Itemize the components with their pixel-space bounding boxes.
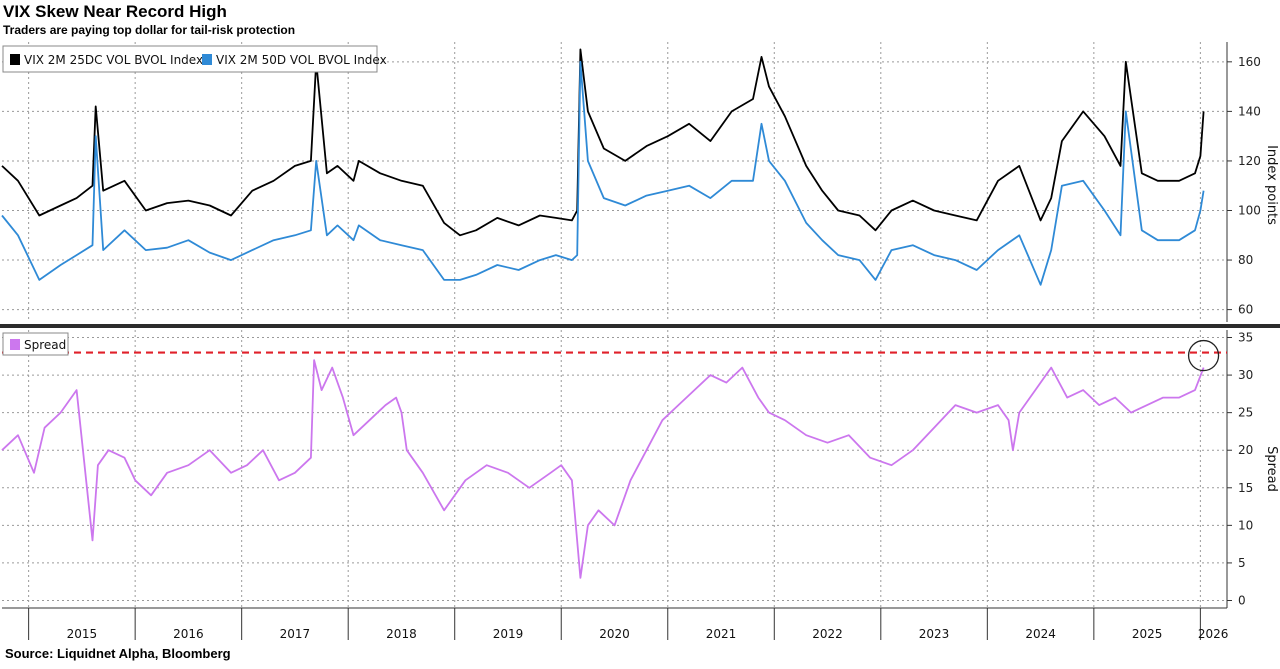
series-line-top-panel-0: [1, 48, 1205, 237]
x-tick-label-2024: 2024: [1025, 627, 1056, 641]
x-tick-label-2023: 2023: [919, 627, 950, 641]
legend-label-50d: VIX 2M 50D VOL BVOL Index: [216, 53, 387, 67]
legend-swatch-spread: [10, 339, 20, 350]
top-legend-box: [2, 45, 378, 73]
legend-label-spread: Spread: [24, 338, 66, 352]
chart-title: VIX Skew Near Record High: [3, 2, 227, 21]
x-tick-label-2021: 2021: [706, 627, 737, 641]
x-tick-label-2016: 2016: [173, 627, 204, 641]
chart-subtitle: Traders are paying top dollar for tail-r…: [3, 23, 296, 37]
x-tick-label-2020: 2020: [599, 627, 630, 641]
y-tick-label-15: 15: [1238, 481, 1253, 495]
y-tick-label-60: 60: [1238, 303, 1253, 317]
y-tick-label-160: 160: [1238, 55, 1261, 69]
y-tick-label-5: 5: [1238, 556, 1246, 570]
x-tick-label-2018: 2018: [386, 627, 417, 641]
bottom-legend: Spread: [2, 332, 69, 356]
y-tick-label-120: 120: [1238, 154, 1261, 168]
y-tick-label-25: 25: [1238, 406, 1253, 420]
x-tick-label-2025: 2025: [1132, 627, 1163, 641]
source-note: Source: Liquidnet Alpha, Bloomberg: [5, 646, 231, 661]
legend-swatch-blue: [202, 54, 212, 65]
series-line-bottom-panel-0: [1, 359, 1205, 579]
x-tick-label-2015: 2015: [67, 627, 98, 641]
y-tick-label-0: 0: [1238, 593, 1246, 607]
x-tick-label-2022: 2022: [812, 627, 843, 641]
y-tick-label-30: 30: [1238, 368, 1253, 382]
series-line-top-panel-1: [1, 60, 1205, 286]
highlight-circle: [1187, 339, 1220, 372]
bottom-y-axis-label: Spread: [1264, 446, 1279, 492]
legend-swatch-black: [10, 54, 20, 65]
x-tick-label-2017: 2017: [280, 627, 311, 641]
panel-separator: [0, 324, 1280, 328]
x-tick-label-2026: 2026: [1198, 627, 1229, 641]
top-legend: VIX 2M 25DC VOL BVOL Index VIX 2M 50D VO…: [2, 45, 387, 73]
y-tick-label-10: 10: [1238, 518, 1253, 532]
x-tick-label-2019: 2019: [493, 627, 524, 641]
top-y-axis-label: Index points: [1264, 145, 1279, 225]
legend-label-25dc: VIX 2M 25DC VOL BVOL Index: [24, 53, 203, 67]
bottom-panel: 0 5 10 15 20 25 30 35: [1, 330, 1253, 608]
top-panel: 60 80 100 120 140 160: [1, 42, 1261, 322]
x-axis: 2015 2016 2017 2018 2019 2020 2021 2022 2023 2024…: [2, 607, 1229, 641]
y-tick-label-35: 35: [1238, 331, 1253, 345]
y-tick-label-80: 80: [1238, 253, 1253, 267]
y-tick-label-100: 100: [1238, 203, 1261, 217]
y-tick-label-20: 20: [1238, 443, 1253, 457]
y-tick-label-140: 140: [1238, 104, 1261, 118]
